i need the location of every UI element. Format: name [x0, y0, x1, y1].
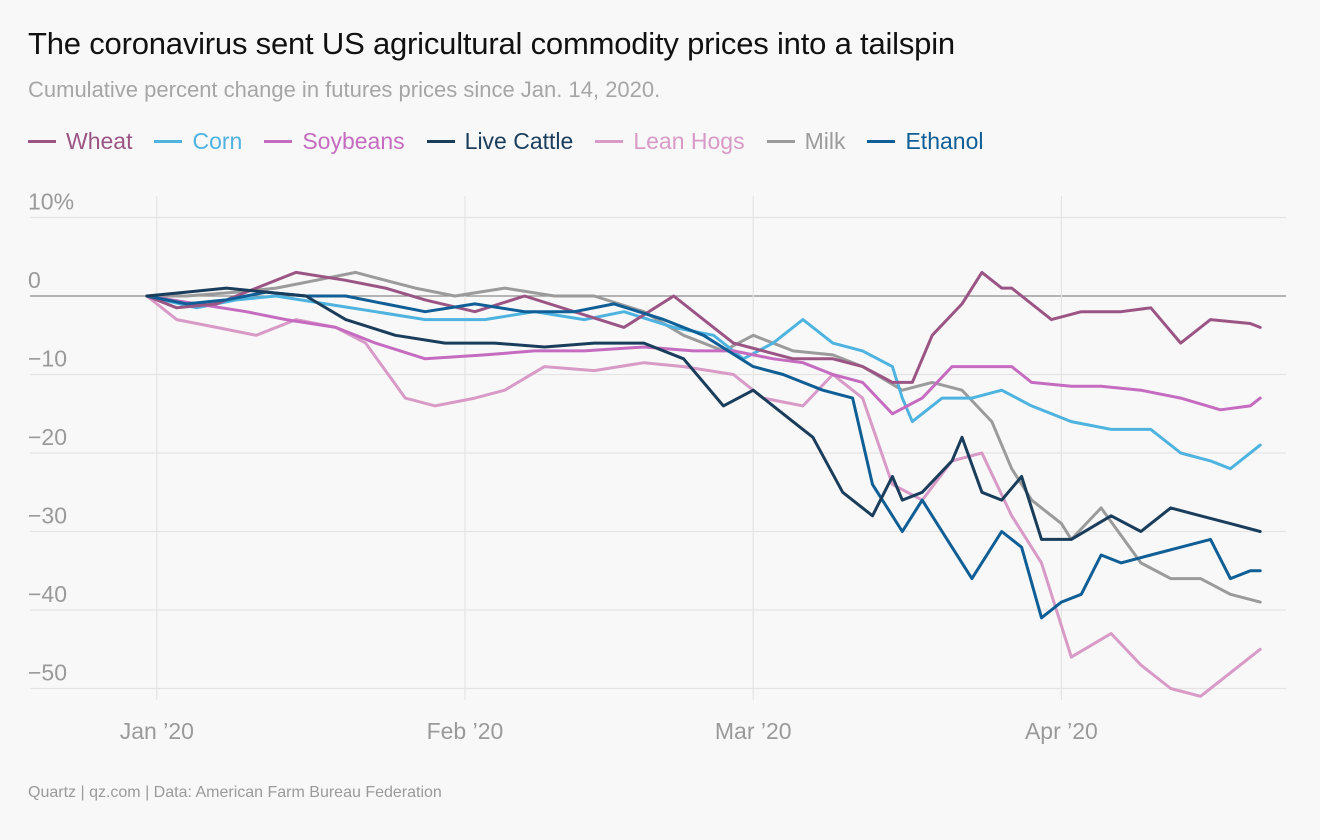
legend-item: Wheat: [28, 128, 132, 155]
legend-swatch: [28, 140, 56, 143]
x-tick-label: Mar ’20: [715, 718, 792, 744]
y-tick-label: −50: [28, 660, 67, 686]
legend-label: Soybeans: [302, 128, 405, 154]
legend-item: Milk: [766, 128, 846, 155]
y-tick-label: −30: [28, 503, 67, 529]
y-tick-label: −20: [28, 424, 67, 450]
series-line-milk: [145, 270, 1262, 604]
legend-label: Corn: [192, 128, 243, 154]
x-tick-label: Feb ’20: [427, 718, 504, 744]
legend-item: Soybeans: [264, 128, 405, 155]
legend-swatch: [766, 140, 795, 143]
chart-title: The coronavirus sent US agricultural com…: [28, 26, 955, 61]
series-line-soybeans: [145, 294, 1262, 416]
legend-label: Ethanol: [905, 128, 984, 154]
legend-item: Corn: [154, 128, 242, 155]
source-note: Quartz | qz.com | Data: American Farm Bu…: [28, 784, 442, 801]
legend-swatch: [426, 140, 455, 143]
legend-item: Live Cattle: [426, 128, 574, 155]
y-tick-label: 0: [28, 267, 41, 293]
y-tick-label: 10%: [28, 189, 74, 215]
legend-label: Wheat: [66, 128, 133, 154]
legend-label: Milk: [804, 128, 846, 154]
y-tick-label: −40: [28, 581, 67, 607]
legend-item: Lean Hogs: [595, 128, 745, 155]
legend-swatch: [264, 140, 293, 143]
series-line-wheat: [145, 270, 1262, 384]
legend-label: Lean Hogs: [633, 128, 745, 154]
chart-subtitle: Cumulative percent change in futures pri…: [28, 77, 661, 102]
legend: Wheat Corn Soybeans Live Cattle Lean Hogs Mil…: [28, 128, 1005, 155]
legend-swatch: [154, 140, 183, 143]
legend-swatch: [595, 140, 624, 143]
legend-item: Ethanol: [867, 128, 983, 155]
x-tick-label: Jan ’20: [120, 718, 194, 744]
x-tick-label: Apr ’20: [1025, 718, 1098, 744]
series-line-ethanol: [145, 290, 1262, 620]
series-line-corn: [145, 294, 1262, 471]
series-line-live-cattle: [145, 286, 1262, 541]
series-line-lean-hogs: [145, 294, 1262, 698]
legend-swatch: [867, 140, 896, 143]
y-tick-label: −10: [28, 346, 67, 372]
legend-label: Live Cattle: [464, 128, 574, 154]
